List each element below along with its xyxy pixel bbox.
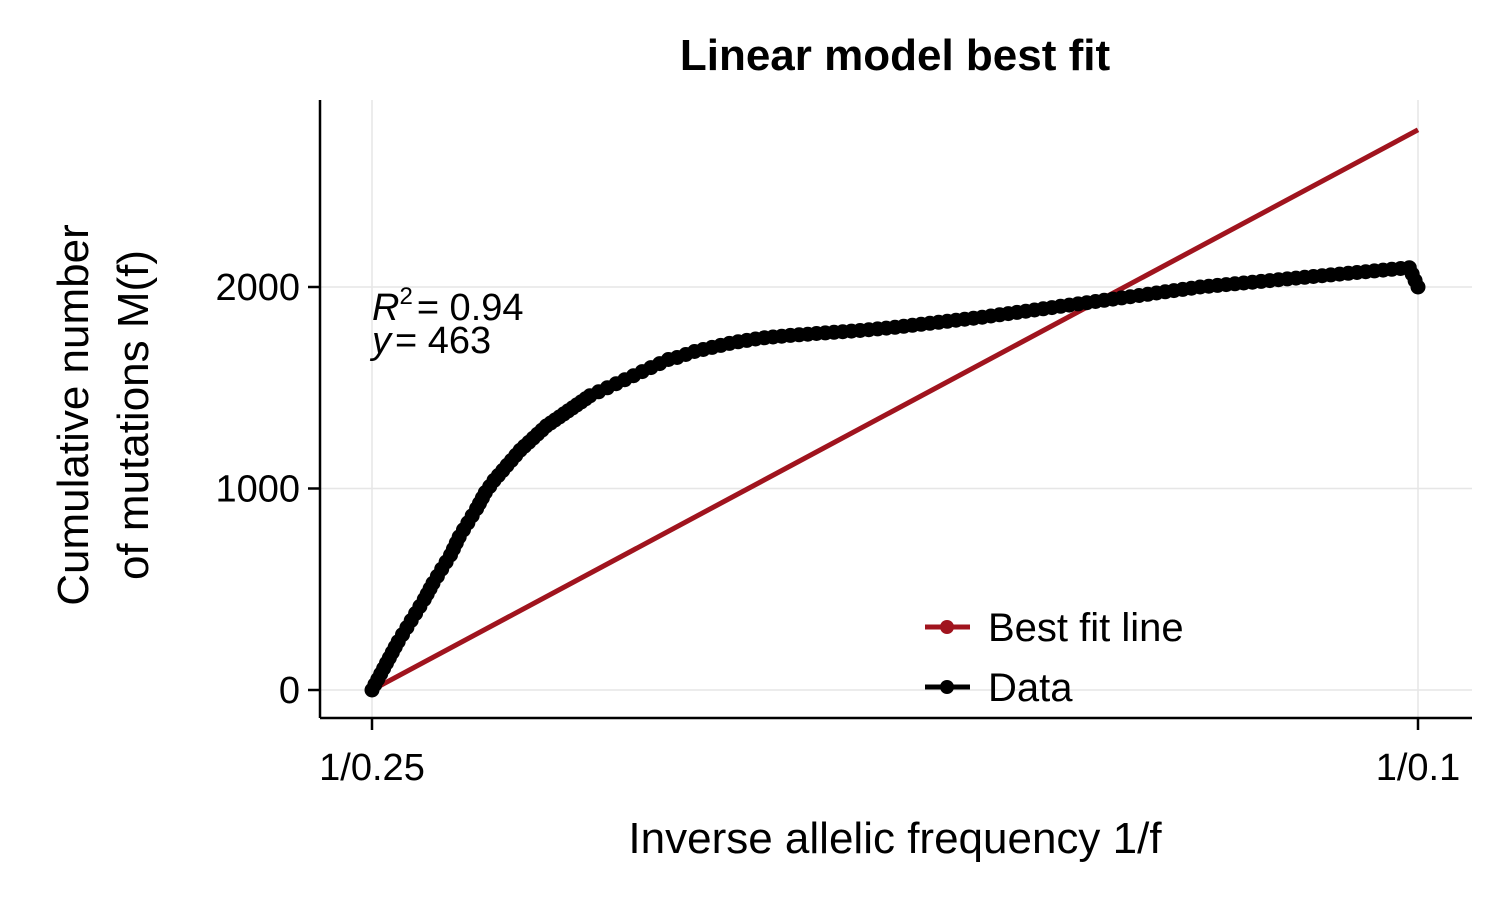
y-axis-title: Cumulative number of mutations M(f)	[49, 224, 158, 606]
fit-annotation: R2 = 0.94 y = 463	[369, 283, 524, 362]
r-squared-value: = 0.94	[417, 287, 524, 329]
legend-label-best-fit: Best fit line	[988, 606, 1184, 650]
grid	[320, 100, 1472, 718]
r-squared-exponent: 2	[399, 283, 412, 310]
legend-item-best-fit: Best fit line	[925, 606, 1184, 650]
data-point	[1410, 279, 1426, 295]
legend-swatch-best-fit-point	[940, 620, 954, 634]
best-fit-line	[370, 127, 1420, 693]
axes	[318, 100, 1472, 720]
x-tick-label: 1/0.1	[1376, 747, 1461, 789]
r-squared-annotation: R2 = 0.94	[372, 283, 524, 329]
chart-title: Linear model best fit	[680, 31, 1111, 80]
x-tick-label: 1/0.25	[319, 747, 425, 789]
legend-label-data: Data	[988, 666, 1073, 710]
y-value: = 463	[395, 320, 491, 362]
x-axis-title: Inverse allelic frequency 1/f	[628, 814, 1162, 863]
y-axis-title-line-1: Cumulative number	[49, 224, 98, 606]
legend-swatch-data-point	[940, 680, 954, 694]
series	[364, 127, 1426, 698]
legend-item-data: Data	[925, 666, 1073, 710]
y-symbol: y	[369, 320, 393, 362]
y-annotation: y = 463	[369, 320, 491, 362]
y-tick-label: 2000	[215, 267, 300, 309]
y-tick-label: 1000	[215, 469, 300, 511]
y-axis-title-line-2: of mutations M(f)	[109, 250, 158, 580]
legend: Best fit line Data	[925, 606, 1184, 710]
y-tick-label: 0	[279, 670, 300, 712]
r-squared-symbol: R	[372, 287, 399, 329]
ticks: 0 1000 2000 1/0.25 1/0.1	[215, 267, 1460, 789]
